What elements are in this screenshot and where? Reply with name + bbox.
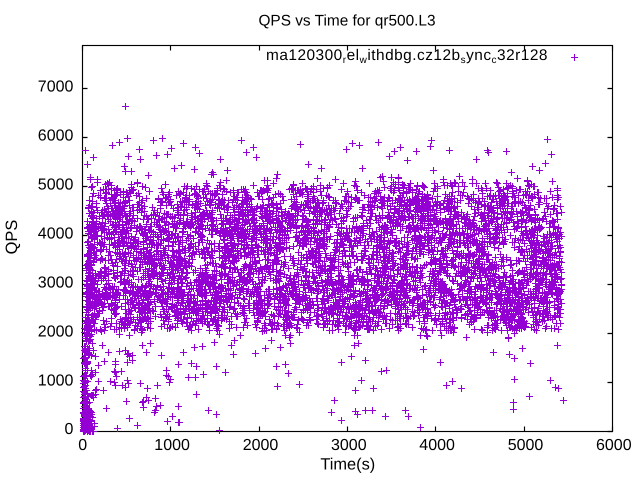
svg-text:2000: 2000 <box>243 437 279 454</box>
svg-text:0: 0 <box>64 421 73 438</box>
svg-text:QPS vs Time for qr500.L3: QPS vs Time for qr500.L3 <box>258 12 435 29</box>
svg-text:5000: 5000 <box>508 437 544 454</box>
svg-text:QPS: QPS <box>3 220 21 255</box>
svg-text:Time(s): Time(s) <box>320 456 375 474</box>
svg-text:4000: 4000 <box>38 226 74 243</box>
svg-text:4000: 4000 <box>419 437 455 454</box>
svg-text:3000: 3000 <box>38 274 74 291</box>
svg-text:6000: 6000 <box>596 437 632 454</box>
svg-text:3000: 3000 <box>331 437 367 454</box>
svg-text:2000: 2000 <box>38 323 74 340</box>
svg-text:1000: 1000 <box>38 372 74 389</box>
svg-text:6000: 6000 <box>38 128 74 145</box>
svg-text:7000: 7000 <box>38 79 74 96</box>
svg-text:0: 0 <box>78 437 87 454</box>
svg-text:1000: 1000 <box>154 437 190 454</box>
svg-text:5000: 5000 <box>38 177 74 194</box>
svg-text:ma120300relwithdbg.cz12bsyncc3: ma120300relwithdbg.cz12bsyncc32r128 <box>266 47 548 66</box>
